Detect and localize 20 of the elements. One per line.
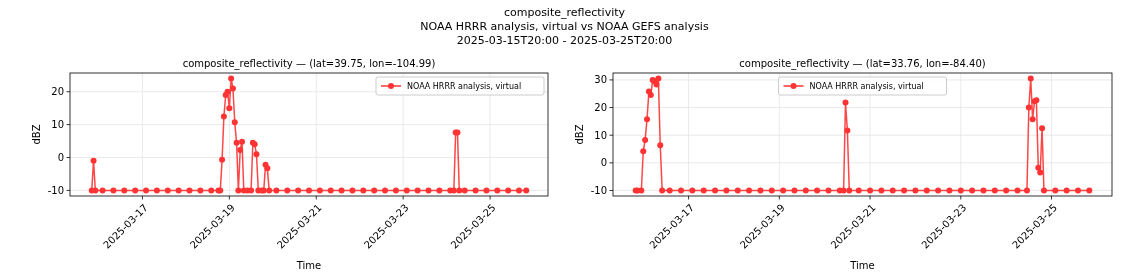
y-tick-label: 10 <box>594 129 607 141</box>
y-tick-label: 0 <box>600 157 607 169</box>
y-axis-title: dBZ <box>574 124 585 145</box>
text: 2025-03-15T20:00 - 2025-03-25T20:00 <box>456 34 673 47</box>
y-tick-label: 30 <box>594 74 607 86</box>
y-tick-label: 20 <box>51 86 64 98</box>
y-tick-label: -10 <box>47 184 64 196</box>
legend-label: NOAA HRRR analysis, virtual <box>809 81 924 91</box>
x-axis-title: Time <box>295 260 322 271</box>
x-axis-title: Time <box>849 260 875 271</box>
y-axis-title: dBZ <box>31 124 42 145</box>
y-tick-label: 0 <box>57 152 64 164</box>
y-tick-label: 20 <box>594 102 607 114</box>
chart-title: composite_reflectivity — (lat=39.75, lon=-104.99) <box>182 58 436 70</box>
chart-title: composite_reflectivity — (lat=33.76, lon=-84.40) <box>739 58 986 70</box>
y-tick-label: -10 <box>590 184 607 196</box>
text: composite_reflectivity <box>503 6 626 19</box>
legend-label: NOAA HRRR analysis, virtual <box>407 81 522 91</box>
text: NOAA HRRR analysis, virtual vs NOAA GEFS analysis <box>420 20 709 33</box>
y-tick-label: 10 <box>51 119 64 131</box>
